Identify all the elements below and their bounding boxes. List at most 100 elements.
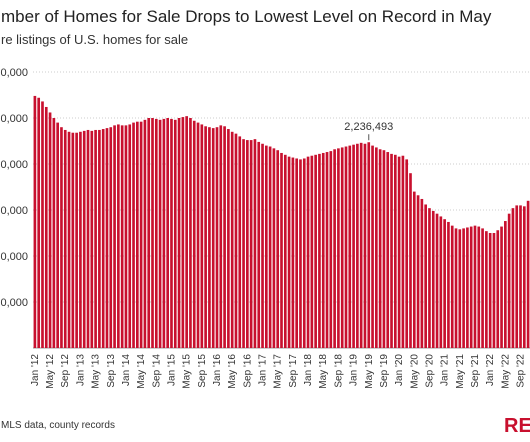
bar	[272, 148, 276, 348]
bar	[113, 125, 116, 348]
bar	[166, 118, 170, 348]
bar	[409, 173, 412, 348]
bar	[246, 140, 249, 348]
chart-title: mber of Homes for Sale Drops to Lowest L…	[1, 7, 492, 26]
bar	[469, 226, 473, 348]
bar	[253, 139, 257, 348]
bar	[382, 150, 386, 348]
bar	[397, 156, 401, 348]
bar	[496, 230, 500, 348]
bar	[515, 205, 519, 348]
bar	[132, 122, 135, 348]
annotation: 2,236,493	[344, 121, 393, 133]
bar	[420, 198, 424, 348]
bar	[257, 141, 261, 348]
bar	[143, 119, 147, 348]
bar	[264, 145, 268, 348]
x-tick-label: Jan '15	[166, 354, 177, 386]
x-tick-label: May '21	[455, 354, 466, 389]
y-tick-label: 0,000	[0, 113, 28, 125]
bar	[321, 152, 325, 348]
bar	[189, 118, 192, 348]
bar	[67, 131, 71, 348]
bar	[378, 149, 382, 348]
bar	[287, 156, 291, 348]
bar	[412, 191, 416, 348]
bar	[310, 155, 314, 348]
bar	[488, 233, 492, 348]
bar	[519, 205, 522, 348]
x-tick-label: Jan '16	[212, 354, 223, 386]
bar	[37, 97, 41, 348]
x-tick-label: May '16	[227, 354, 238, 389]
x-tick-label: Sep '13	[106, 354, 117, 388]
x-tick-label: Sep '12	[60, 354, 71, 388]
x-tick-label: Jan '14	[121, 354, 132, 386]
x-tick-label: Sep '16	[242, 354, 253, 388]
y-tick-label: 0,000	[0, 205, 28, 217]
bar	[435, 213, 439, 348]
x-tick-label: Jan '21	[440, 354, 451, 386]
bar	[124, 125, 128, 348]
bar	[500, 226, 503, 348]
bar	[526, 200, 530, 348]
bar	[462, 228, 465, 348]
x-tick-label: Jan '22	[485, 354, 496, 386]
bar	[386, 152, 390, 348]
bar	[458, 229, 462, 348]
bar	[82, 130, 86, 348]
bar	[60, 127, 63, 348]
bar	[211, 128, 215, 348]
bar	[117, 124, 120, 348]
bar	[181, 117, 185, 348]
bar	[371, 145, 374, 348]
bar	[367, 142, 371, 348]
bar	[90, 130, 94, 348]
bar	[147, 118, 151, 348]
bar	[481, 228, 484, 348]
bar	[454, 228, 458, 348]
bar	[136, 121, 139, 349]
bar	[204, 126, 207, 348]
bar	[352, 144, 355, 348]
bar	[48, 112, 52, 348]
x-tick-label: May '15	[182, 354, 193, 389]
x-tick-label: May '22	[500, 354, 511, 389]
x-tick-label: Sep '14	[151, 354, 162, 388]
bar	[101, 129, 105, 348]
x-tick-label: May '18	[318, 354, 329, 389]
y-tick-label: 0,000	[0, 159, 28, 171]
bar	[306, 156, 310, 348]
bar	[173, 119, 177, 348]
y-tick-label: 0,000	[0, 67, 28, 79]
logo: RE	[504, 415, 530, 437]
bar	[291, 157, 295, 348]
x-tick-label: May '20	[409, 354, 420, 389]
x-tick-label: May '14	[136, 354, 147, 389]
bar	[356, 143, 359, 348]
bar	[208, 127, 211, 348]
bar	[192, 120, 196, 348]
bar	[223, 126, 226, 348]
bar	[466, 227, 469, 348]
bar	[302, 158, 306, 348]
bar	[325, 152, 329, 348]
bar	[86, 129, 90, 348]
bar	[44, 106, 48, 349]
x-tick-label: Jan '13	[75, 354, 86, 386]
bar	[71, 132, 75, 348]
x-tick-label: Jan '17	[258, 354, 269, 386]
bar	[329, 151, 333, 348]
bar	[56, 122, 59, 348]
bar	[443, 219, 446, 348]
bar	[41, 101, 44, 348]
bar	[33, 95, 37, 348]
x-tick-label: May '12	[45, 354, 56, 389]
bar	[238, 136, 242, 348]
bar	[227, 129, 230, 348]
source: MLS data, county records	[1, 420, 115, 431]
bar	[318, 153, 321, 348]
x-tick-label: Sep '22	[516, 354, 527, 388]
